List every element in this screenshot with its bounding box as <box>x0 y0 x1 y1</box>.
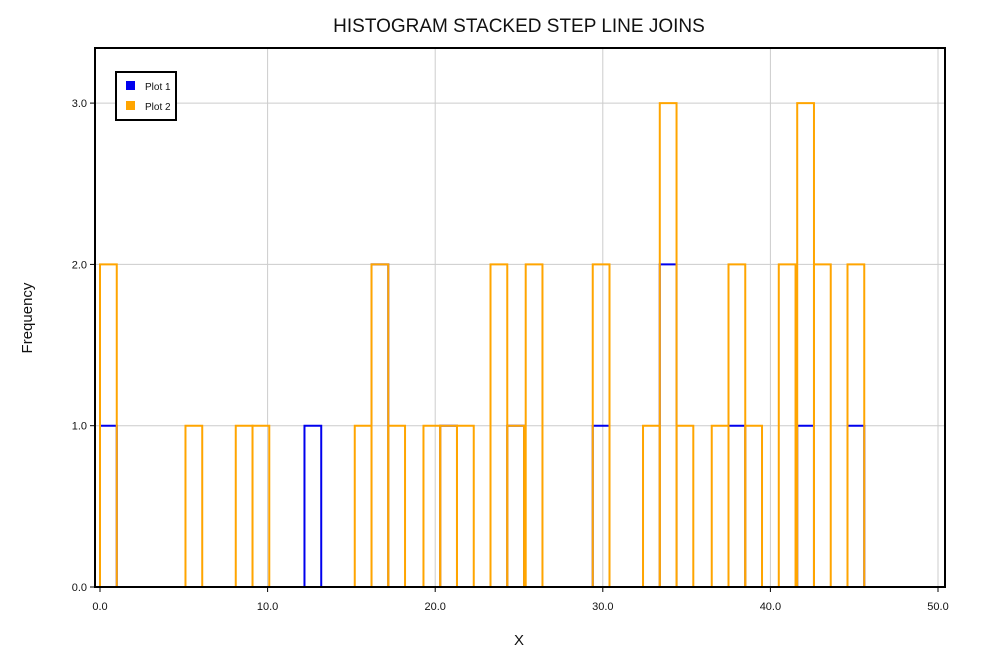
histogram-bin <box>99 263 118 587</box>
histogram-bin <box>303 424 323 587</box>
histogram-bin <box>777 263 797 587</box>
histogram-bin <box>642 424 661 587</box>
grid-lines <box>95 48 945 587</box>
chart-title: HISTOGRAM STACKED STEP LINE JOINS <box>333 16 705 37</box>
histogram-bin <box>439 424 458 587</box>
plot-frame <box>94 47 946 588</box>
x-tick-label: 10.0 <box>257 601 278 613</box>
histogram-bin <box>846 424 866 587</box>
histogram-bin <box>439 424 458 587</box>
histogram-bin <box>591 263 611 587</box>
histogram-bin <box>99 424 118 587</box>
histogram-bin <box>846 263 866 587</box>
histogram-bin <box>675 424 695 587</box>
histogram-bin <box>524 263 544 587</box>
y-tick-label: 2.0 <box>72 259 87 271</box>
legend: Plot 1 Plot 2 <box>115 71 177 121</box>
x-tick-label: 0.0 <box>92 601 107 613</box>
legend-swatch-plot-2 <box>126 101 135 110</box>
histogram-bin <box>455 424 475 587</box>
x-tick-label: 50.0 <box>927 601 948 613</box>
histogram-bin <box>744 424 764 587</box>
y-tick-label: 1.0 <box>72 421 87 433</box>
histogram-bin <box>506 424 526 587</box>
histogram-bin <box>234 424 254 587</box>
histogram-bin <box>184 424 204 587</box>
histogram-bin <box>727 424 747 587</box>
x-tick-label: 40.0 <box>760 601 781 613</box>
series-group <box>99 102 866 587</box>
legend-box <box>115 71 177 121</box>
histogram-bin <box>710 424 730 587</box>
histogram-bin <box>796 424 815 587</box>
histogram-bin <box>591 424 611 587</box>
x-tick-label: 20.0 <box>424 601 445 613</box>
histogram-bin <box>812 263 832 587</box>
axes-group: 0.0 10.0 20.0 30.0 40.0 50.0 0.0 1.0 2.0 3.0 <box>72 47 949 613</box>
legend-swatch-plot-1 <box>126 81 135 90</box>
legend-label-plot-1: Plot 1 <box>145 82 171 93</box>
histogram-bin <box>658 102 678 587</box>
x-tick-label: 30.0 <box>592 601 613 613</box>
y-tick-label: 0.0 <box>72 582 87 594</box>
x-axis-label: X <box>514 632 524 649</box>
legend-label-plot-2: Plot 2 <box>145 102 171 113</box>
histogram-bin <box>251 424 271 587</box>
series-2 <box>99 102 866 587</box>
histogram-bin <box>353 424 373 587</box>
histogram-bin <box>796 102 815 587</box>
histogram-bin <box>422 424 442 587</box>
histogram-bin <box>506 424 526 587</box>
y-axis-label: Frequency <box>19 282 36 353</box>
y-tick-label: 3.0 <box>72 98 87 110</box>
histogram-bin <box>387 424 407 587</box>
